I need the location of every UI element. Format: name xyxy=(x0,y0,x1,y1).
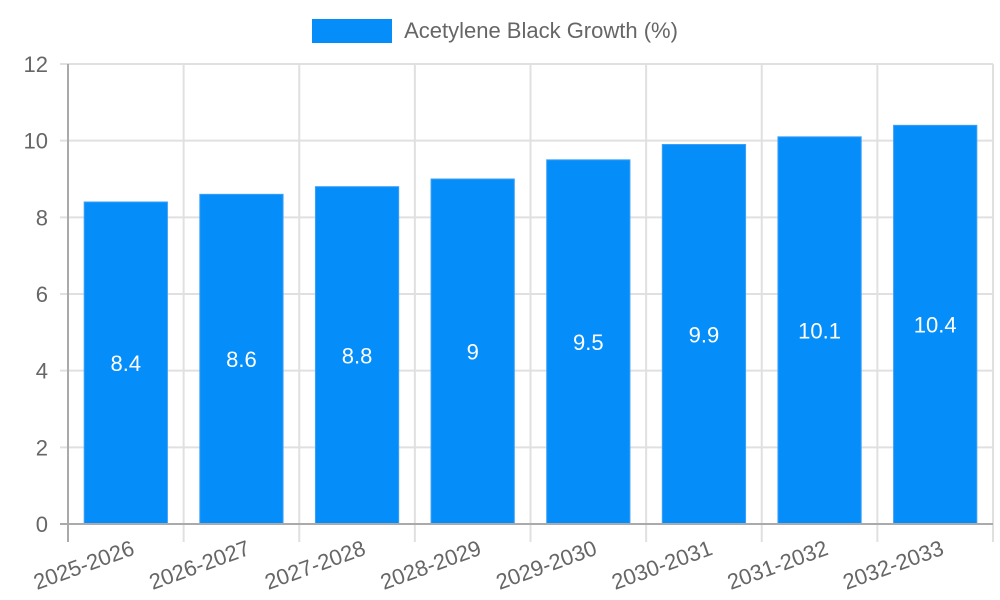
bar-2031-2032[interactable] xyxy=(777,136,862,525)
bar-2030-2031[interactable] xyxy=(661,144,747,525)
x-tick-label: 2030-2031 xyxy=(608,535,715,594)
y-tick-label: 8 xyxy=(36,205,48,230)
x-tick-label: 2032-2033 xyxy=(839,535,946,594)
legend-swatch[interactable] xyxy=(312,19,393,43)
y-tick-label: 12 xyxy=(24,52,48,77)
bar-value-label: 10.1 xyxy=(798,318,841,343)
x-tick-label: 2031-2032 xyxy=(724,535,831,594)
bar-2027-2028[interactable] xyxy=(314,186,400,525)
y-tick-label: 10 xyxy=(24,129,48,154)
bar-value-label: 8.4 xyxy=(111,351,142,376)
y-tick-label: 2 xyxy=(36,435,48,460)
legend-label: Acetylene Black Growth (%) xyxy=(404,18,678,43)
y-tick-label: 0 xyxy=(36,512,48,537)
bar-value-label: 9 xyxy=(467,340,479,365)
bar-value-label: 10.4 xyxy=(914,313,957,338)
bar-value-label: 8.8 xyxy=(342,343,373,368)
bar-value-label: 8.6 xyxy=(226,347,257,372)
x-tick-label: 2025-2026 xyxy=(30,535,137,594)
x-tick-label: 2026-2027 xyxy=(146,535,253,594)
y-tick-label: 4 xyxy=(36,359,48,384)
bar-value-label: 9.5 xyxy=(573,330,604,355)
bar-2028-2029[interactable] xyxy=(430,178,515,525)
y-tick-label: 6 xyxy=(36,282,48,307)
bar-2032-2033[interactable] xyxy=(893,124,978,525)
x-tick-label: 2028-2029 xyxy=(377,535,484,594)
chart-legend: Acetylene Black Growth (%) xyxy=(0,18,1000,44)
x-tick-label: 2029-2030 xyxy=(493,535,600,594)
bar-2029-2030[interactable] xyxy=(546,159,631,525)
bar-value-label: 9.9 xyxy=(689,322,720,347)
x-tick-label: 2027-2028 xyxy=(261,535,368,594)
